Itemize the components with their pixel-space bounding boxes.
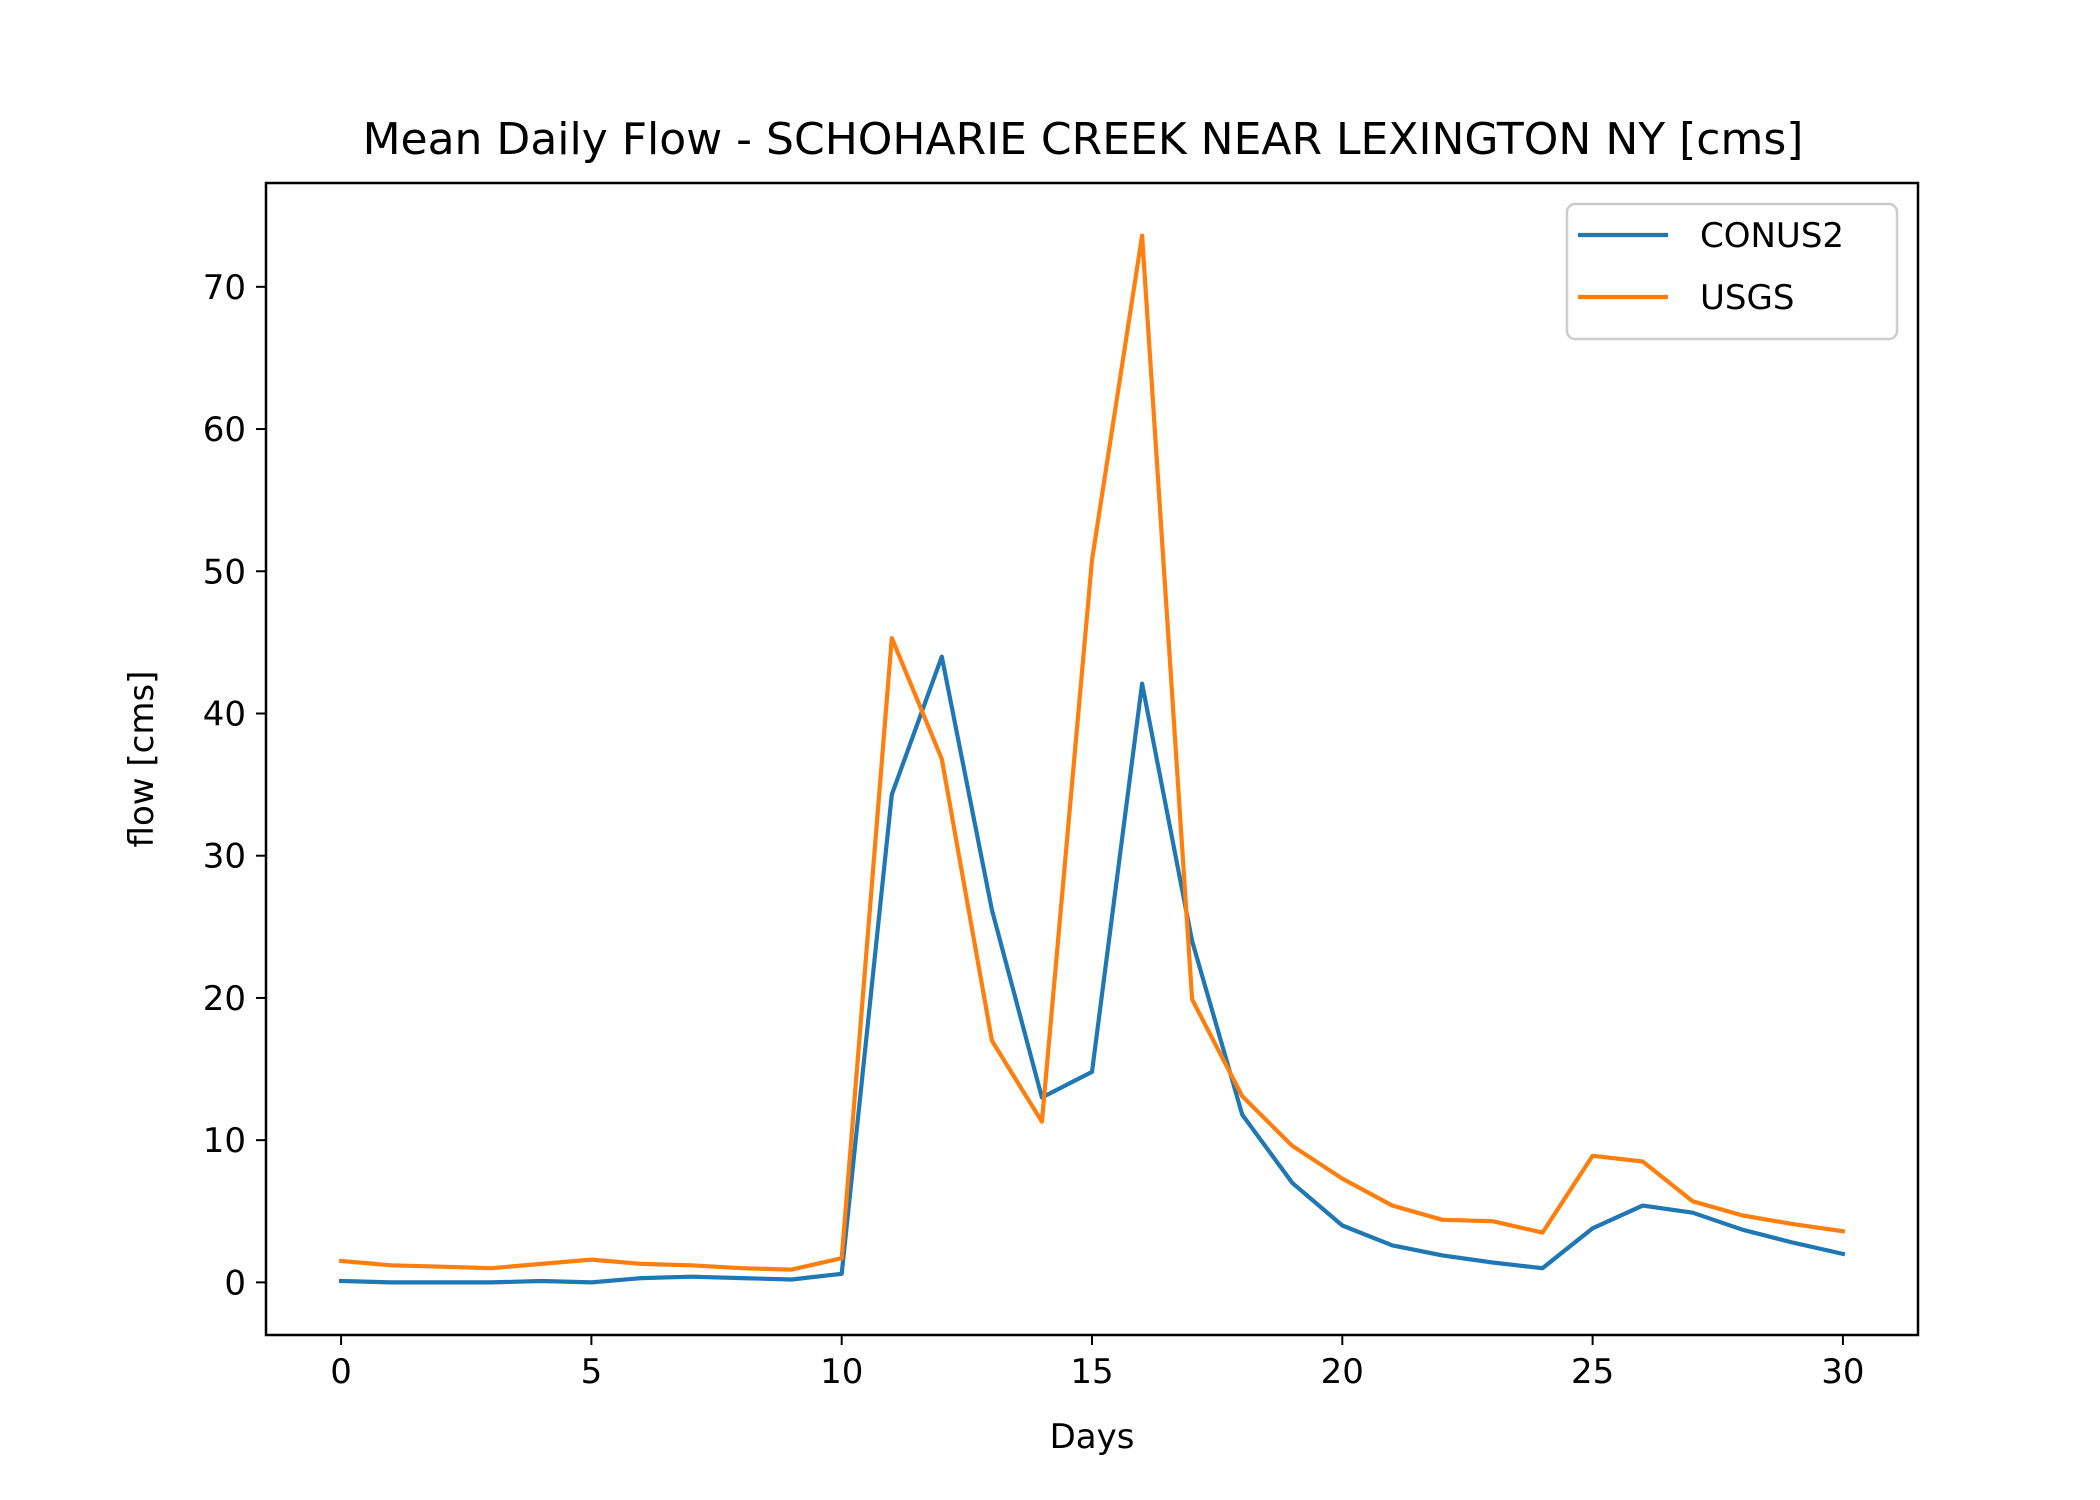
x-tick-label: 30 (1821, 1352, 1864, 1392)
x-tick-label: 20 (1321, 1352, 1364, 1392)
chart-title: Mean Daily Flow - SCHOHARIE CREEK NEAR L… (363, 114, 1804, 165)
series-line-usgs (338, 233, 1846, 1272)
legend: CONUS2 USGS (1565, 202, 1899, 341)
y-tick-label: 40 (203, 694, 246, 734)
x-tick-label: 5 (581, 1352, 603, 1392)
y-tick-label: 50 (203, 552, 246, 592)
y-axis-ticks: 0 10 20 30 40 50 60 70 (203, 268, 266, 1303)
x-tick-label: 10 (820, 1352, 863, 1392)
y-tick-label: 60 (203, 410, 246, 450)
y-tick-label: 30 (203, 837, 246, 877)
x-tick-label: 15 (1070, 1352, 1113, 1392)
series-line-conus2 (338, 654, 1846, 1285)
plot-lines (338, 233, 1846, 1285)
y-tick-label: 10 (203, 1121, 246, 1161)
x-tick-label: 25 (1571, 1352, 1614, 1392)
y-tick-label: 70 (203, 268, 246, 308)
x-axis-ticks: 0 5 10 15 20 25 30 (330, 1335, 1865, 1392)
legend-label-usgs: USGS (1700, 278, 1794, 318)
y-tick-label: 20 (203, 979, 246, 1019)
y-axis-label: flow [cms] (122, 671, 162, 848)
legend-label-conus2: CONUS2 (1700, 216, 1844, 256)
y-tick-label: 0 (224, 1263, 246, 1303)
legend-box (1565, 202, 1899, 341)
x-tick-label: 0 (330, 1352, 352, 1392)
x-axis-label: Days (1050, 1417, 1135, 1457)
plot-frame (264, 181, 1920, 1337)
